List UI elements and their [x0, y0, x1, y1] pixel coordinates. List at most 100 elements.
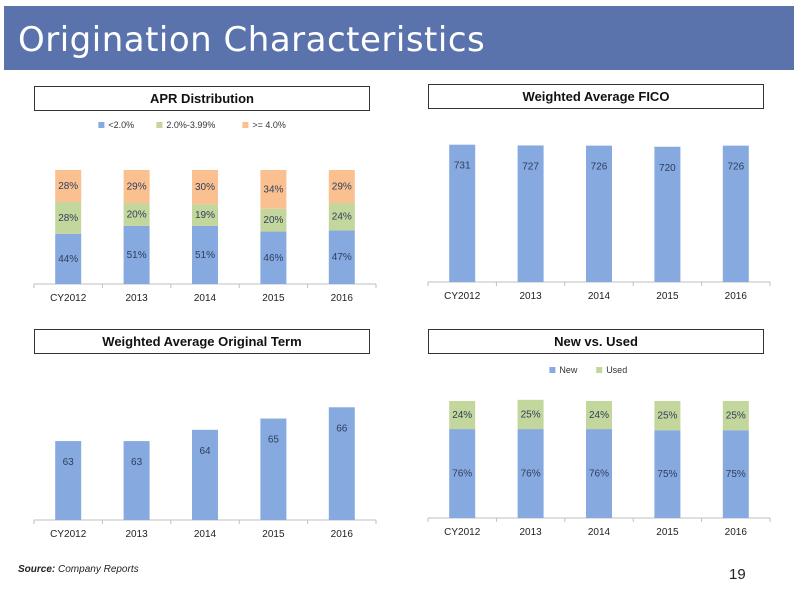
- bar-segment: [517, 399, 544, 430]
- term-chart-title: Weighted Average Original Term: [34, 329, 370, 354]
- data-label: 63: [131, 457, 143, 468]
- data-label: 34%: [263, 184, 283, 195]
- data-label: 65: [268, 435, 280, 446]
- legend-swatch: [242, 122, 249, 128]
- bar-segment: [55, 441, 82, 520]
- x-tick-label: 2016: [331, 293, 354, 304]
- data-label: 720: [659, 163, 676, 174]
- source-note: Source: Company Reports: [18, 564, 139, 575]
- x-tick-label: 2015: [262, 293, 285, 304]
- data-label: 25%: [726, 411, 746, 422]
- data-label: 726: [727, 162, 744, 173]
- bar-segment: [328, 230, 355, 284]
- legend-swatch: [156, 122, 163, 128]
- legend-swatch: [549, 367, 556, 373]
- x-tick-label: CY2012: [444, 291, 481, 302]
- source-label: Source:: [18, 564, 56, 575]
- x-tick-label: 2013: [125, 293, 148, 304]
- apr-chart-title: APR Distribution: [34, 86, 370, 111]
- term-chart: 63 CY2012 63 2013 64 2014 65 2015 66 2016: [33, 407, 377, 540]
- bar-segment: [517, 429, 544, 518]
- data-label: 726: [591, 162, 608, 173]
- bar-segment: [123, 203, 150, 226]
- fico-chart-title: Weighted Average FICO: [428, 84, 764, 109]
- bar-segment: [449, 144, 476, 282]
- bar-segment: [55, 233, 82, 284]
- legend-label: >= 4.0%: [252, 120, 286, 130]
- data-label: 731: [454, 161, 471, 172]
- bar-segment: [260, 418, 287, 520]
- legend-label: New: [559, 365, 578, 375]
- data-label: 51%: [127, 250, 147, 261]
- bar-segment: [722, 145, 749, 282]
- x-tick-label: CY2012: [50, 529, 87, 540]
- x-tick-label: 2016: [725, 527, 748, 538]
- fico-chart: 731 CY2012 727 2013 726 2014 720 2015 726 2016: [427, 144, 771, 302]
- data-label: 75%: [657, 469, 677, 480]
- bar-segment: [722, 430, 749, 518]
- bar-segment: [654, 401, 681, 431]
- bar-segment: [517, 145, 544, 282]
- data-label: 20%: [127, 209, 147, 220]
- legend-label: Used: [606, 365, 627, 375]
- x-tick-label: 2014: [194, 293, 217, 304]
- data-label: 76%: [452, 469, 472, 480]
- data-label: 76%: [521, 469, 541, 480]
- bar-segment: [328, 203, 355, 231]
- bar-segment: [123, 441, 150, 520]
- x-tick-label: 2014: [588, 291, 611, 302]
- bar-segment: [192, 170, 218, 205]
- x-tick-label: 2014: [588, 527, 611, 538]
- data-label: 76%: [589, 469, 609, 480]
- data-label: 20%: [263, 215, 283, 226]
- bar-segment: [586, 401, 612, 430]
- data-label: 29%: [332, 182, 352, 193]
- bar-segment: [654, 146, 681, 282]
- bar-segment: [586, 429, 612, 518]
- bar-segment: [586, 145, 612, 282]
- bar-segment: [192, 429, 218, 520]
- legend-label: 2.0%-3.99%: [166, 120, 215, 130]
- bar-segment: [260, 231, 287, 284]
- slide-title: Origination Characteristics: [18, 20, 486, 60]
- x-tick-label: CY2012: [444, 527, 481, 538]
- bar-segment: [449, 401, 476, 430]
- bar-segment: [123, 225, 150, 284]
- newused-chart-title: New vs. Used: [428, 329, 764, 354]
- apr-distribution-chart: <2.0% 2.0%-3.99% >= 4.0% 44% 28% 28% CY2012 51%…: [33, 120, 377, 304]
- bar-segment: [260, 170, 287, 209]
- legend-swatch: [596, 367, 603, 373]
- bar-segment: [55, 170, 82, 202]
- data-label: 24%: [332, 212, 352, 223]
- data-label: 25%: [657, 411, 677, 422]
- data-label: 25%: [521, 409, 541, 420]
- data-label: 30%: [195, 182, 215, 193]
- data-label: 19%: [195, 210, 215, 221]
- x-tick-label: 2013: [519, 527, 542, 538]
- bar-segment: [328, 170, 355, 204]
- bar-segment: [328, 407, 355, 520]
- data-label: 28%: [58, 181, 78, 192]
- data-label: 64: [199, 446, 211, 457]
- page-number: 19: [729, 566, 746, 583]
- bar-segment: [192, 204, 218, 226]
- legend-label: <2.0%: [108, 120, 134, 130]
- data-label: 75%: [726, 469, 746, 480]
- data-label: 24%: [589, 410, 609, 421]
- x-tick-label: 2015: [656, 527, 679, 538]
- data-label: 44%: [58, 254, 78, 265]
- data-label: 63: [63, 457, 75, 468]
- bar-segment: [123, 170, 150, 204]
- data-label: 47%: [332, 252, 352, 263]
- data-label: 727: [522, 161, 539, 172]
- x-tick-label: 2013: [125, 529, 148, 540]
- data-label: 29%: [127, 182, 147, 193]
- bar-segment: [722, 401, 749, 431]
- data-label: 66: [336, 423, 348, 434]
- bar-segment: [55, 201, 82, 234]
- bar-segment: [654, 430, 681, 518]
- x-tick-label: CY2012: [50, 293, 87, 304]
- x-tick-label: 2014: [194, 529, 217, 540]
- legend-swatch: [98, 122, 105, 128]
- bar-segment: [192, 225, 218, 284]
